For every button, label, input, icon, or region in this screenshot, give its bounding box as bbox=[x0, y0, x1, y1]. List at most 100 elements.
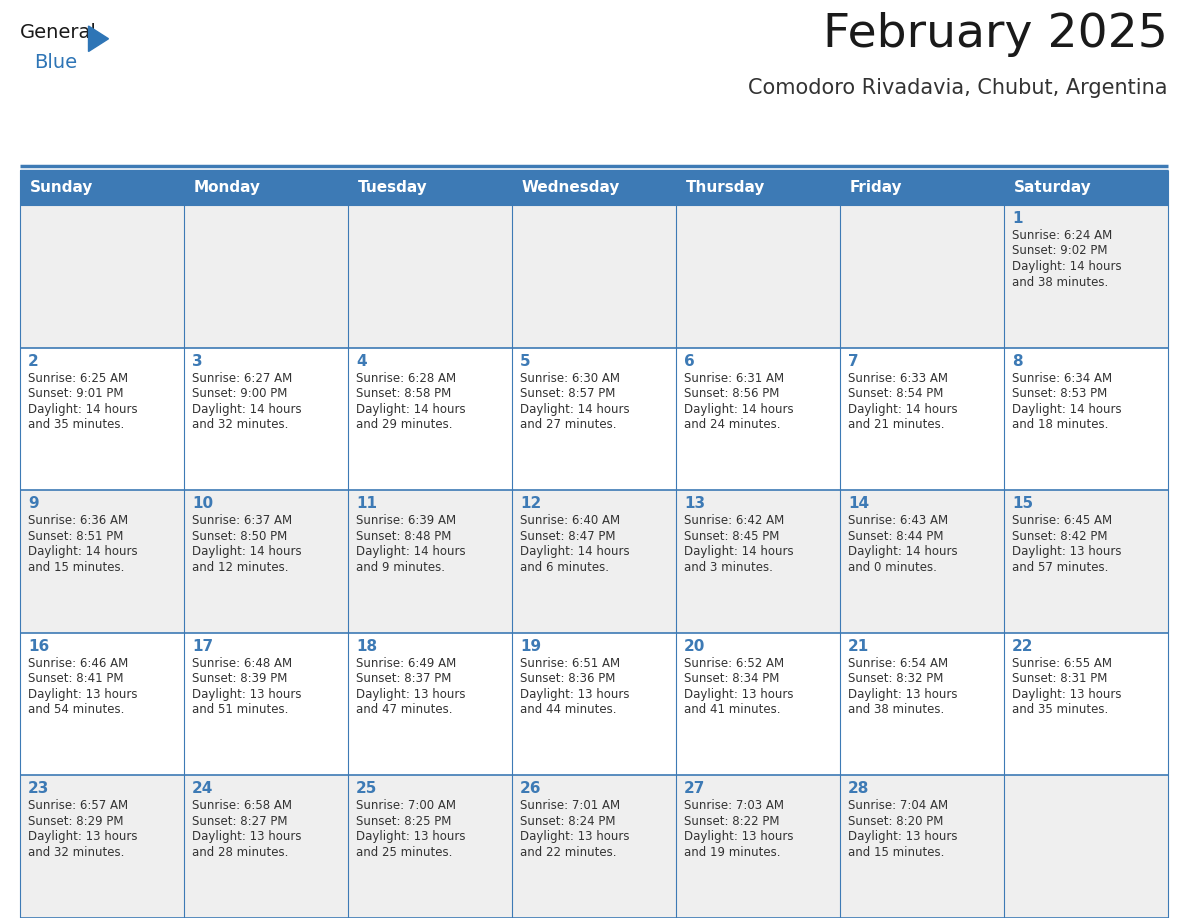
Bar bbox=[184, 348, 348, 490]
Bar bbox=[512, 205, 676, 348]
Text: Sunrise: 6:46 AM: Sunrise: 6:46 AM bbox=[29, 656, 128, 670]
Text: Sunset: 9:00 PM: Sunset: 9:00 PM bbox=[192, 387, 287, 400]
Text: and 28 minutes.: and 28 minutes. bbox=[192, 845, 289, 859]
Text: February 2025: February 2025 bbox=[823, 12, 1168, 57]
Text: 17: 17 bbox=[192, 639, 214, 654]
Text: Sunset: 8:37 PM: Sunset: 8:37 PM bbox=[356, 672, 451, 686]
Text: Sunrise: 6:57 AM: Sunrise: 6:57 AM bbox=[29, 800, 128, 812]
Bar bbox=[676, 490, 840, 633]
Text: and 44 minutes.: and 44 minutes. bbox=[520, 703, 617, 716]
Bar bbox=[348, 490, 512, 633]
Text: Saturday: Saturday bbox=[1013, 180, 1092, 195]
Text: 28: 28 bbox=[848, 781, 870, 797]
Bar bbox=[840, 633, 1004, 776]
Text: Daylight: 13 hours: Daylight: 13 hours bbox=[848, 831, 958, 844]
Bar bbox=[1004, 348, 1168, 490]
Text: Sunset: 8:48 PM: Sunset: 8:48 PM bbox=[356, 530, 451, 543]
Text: Sunrise: 6:30 AM: Sunrise: 6:30 AM bbox=[520, 372, 620, 385]
Text: and 25 minutes.: and 25 minutes. bbox=[356, 845, 453, 859]
Text: Sunset: 8:20 PM: Sunset: 8:20 PM bbox=[848, 815, 943, 828]
Text: Sunrise: 6:36 AM: Sunrise: 6:36 AM bbox=[29, 514, 128, 527]
Text: 26: 26 bbox=[520, 781, 542, 797]
Bar bbox=[184, 205, 348, 348]
Text: 27: 27 bbox=[684, 781, 706, 797]
Bar bbox=[20, 633, 184, 776]
Bar bbox=[20, 490, 184, 633]
Text: Sunrise: 6:39 AM: Sunrise: 6:39 AM bbox=[356, 514, 456, 527]
Bar bbox=[840, 348, 1004, 490]
Text: 12: 12 bbox=[520, 497, 542, 511]
Bar bbox=[840, 776, 1004, 918]
Text: and 35 minutes.: and 35 minutes. bbox=[1012, 703, 1108, 716]
Text: 1: 1 bbox=[1012, 211, 1023, 226]
Text: Sunset: 8:41 PM: Sunset: 8:41 PM bbox=[29, 672, 124, 686]
Text: and 9 minutes.: and 9 minutes. bbox=[356, 561, 446, 574]
Text: 13: 13 bbox=[684, 497, 706, 511]
Bar bbox=[1004, 633, 1168, 776]
Text: Sunset: 8:51 PM: Sunset: 8:51 PM bbox=[29, 530, 124, 543]
Text: Daylight: 13 hours: Daylight: 13 hours bbox=[520, 831, 630, 844]
Text: and 15 minutes.: and 15 minutes. bbox=[848, 845, 944, 859]
Text: Sunrise: 6:42 AM: Sunrise: 6:42 AM bbox=[684, 514, 784, 527]
Text: Sunset: 8:50 PM: Sunset: 8:50 PM bbox=[192, 530, 287, 543]
Bar bbox=[676, 205, 840, 348]
Text: Thursday: Thursday bbox=[685, 180, 765, 195]
Text: 6: 6 bbox=[684, 353, 695, 369]
Text: Sunset: 8:58 PM: Sunset: 8:58 PM bbox=[356, 387, 451, 400]
Text: Daylight: 14 hours: Daylight: 14 hours bbox=[520, 403, 630, 416]
Text: and 51 minutes.: and 51 minutes. bbox=[192, 703, 289, 716]
Text: Sunset: 8:54 PM: Sunset: 8:54 PM bbox=[848, 387, 943, 400]
Text: Daylight: 14 hours: Daylight: 14 hours bbox=[848, 545, 958, 558]
Text: 25: 25 bbox=[356, 781, 378, 797]
Text: 22: 22 bbox=[1012, 639, 1034, 654]
Text: 20: 20 bbox=[684, 639, 706, 654]
Text: and 57 minutes.: and 57 minutes. bbox=[1012, 561, 1108, 574]
Text: Sunrise: 6:45 AM: Sunrise: 6:45 AM bbox=[1012, 514, 1112, 527]
Bar bbox=[348, 205, 512, 348]
Text: 14: 14 bbox=[848, 497, 870, 511]
Bar bbox=[1004, 205, 1168, 348]
Text: 11: 11 bbox=[356, 497, 378, 511]
Text: Sunset: 8:25 PM: Sunset: 8:25 PM bbox=[356, 815, 451, 828]
Text: 19: 19 bbox=[520, 639, 542, 654]
Text: Daylight: 13 hours: Daylight: 13 hours bbox=[684, 831, 794, 844]
Bar bbox=[20, 776, 184, 918]
Text: and 32 minutes.: and 32 minutes. bbox=[192, 418, 289, 431]
Text: 4: 4 bbox=[356, 353, 367, 369]
Text: and 22 minutes.: and 22 minutes. bbox=[520, 845, 617, 859]
Text: Sunrise: 6:40 AM: Sunrise: 6:40 AM bbox=[520, 514, 620, 527]
Text: Sunset: 8:56 PM: Sunset: 8:56 PM bbox=[684, 387, 779, 400]
Text: Daylight: 14 hours: Daylight: 14 hours bbox=[684, 403, 794, 416]
Text: Daylight: 14 hours: Daylight: 14 hours bbox=[29, 403, 138, 416]
Text: Daylight: 14 hours: Daylight: 14 hours bbox=[684, 545, 794, 558]
Text: 3: 3 bbox=[192, 353, 203, 369]
Text: and 47 minutes.: and 47 minutes. bbox=[356, 703, 453, 716]
Text: Sunrise: 6:25 AM: Sunrise: 6:25 AM bbox=[29, 372, 128, 385]
Text: Daylight: 13 hours: Daylight: 13 hours bbox=[192, 688, 302, 700]
Text: Daylight: 14 hours: Daylight: 14 hours bbox=[192, 545, 302, 558]
Text: Wednesday: Wednesday bbox=[522, 180, 620, 195]
Text: Daylight: 14 hours: Daylight: 14 hours bbox=[29, 545, 138, 558]
Text: 16: 16 bbox=[29, 639, 50, 654]
Text: Sunrise: 6:55 AM: Sunrise: 6:55 AM bbox=[1012, 656, 1112, 670]
Text: 21: 21 bbox=[848, 639, 870, 654]
Text: Sunset: 8:44 PM: Sunset: 8:44 PM bbox=[848, 530, 943, 543]
Bar bbox=[20, 170, 184, 205]
Text: Daylight: 14 hours: Daylight: 14 hours bbox=[192, 403, 302, 416]
Text: 2: 2 bbox=[29, 353, 39, 369]
Text: and 35 minutes.: and 35 minutes. bbox=[29, 418, 125, 431]
Text: Daylight: 13 hours: Daylight: 13 hours bbox=[356, 688, 466, 700]
Text: Sunset: 8:39 PM: Sunset: 8:39 PM bbox=[192, 672, 287, 686]
Text: Sunrise: 6:27 AM: Sunrise: 6:27 AM bbox=[192, 372, 292, 385]
Text: Daylight: 13 hours: Daylight: 13 hours bbox=[520, 688, 630, 700]
Bar bbox=[348, 633, 512, 776]
Text: Sunrise: 6:28 AM: Sunrise: 6:28 AM bbox=[356, 372, 456, 385]
Text: Sunrise: 6:37 AM: Sunrise: 6:37 AM bbox=[192, 514, 292, 527]
Text: Daylight: 14 hours: Daylight: 14 hours bbox=[356, 545, 466, 558]
Text: 24: 24 bbox=[192, 781, 214, 797]
Text: 10: 10 bbox=[192, 497, 214, 511]
Text: Daylight: 13 hours: Daylight: 13 hours bbox=[29, 831, 138, 844]
Text: Sunset: 9:02 PM: Sunset: 9:02 PM bbox=[1012, 244, 1107, 258]
Text: Comodoro Rivadavia, Chubut, Argentina: Comodoro Rivadavia, Chubut, Argentina bbox=[748, 78, 1168, 98]
Bar bbox=[184, 490, 348, 633]
